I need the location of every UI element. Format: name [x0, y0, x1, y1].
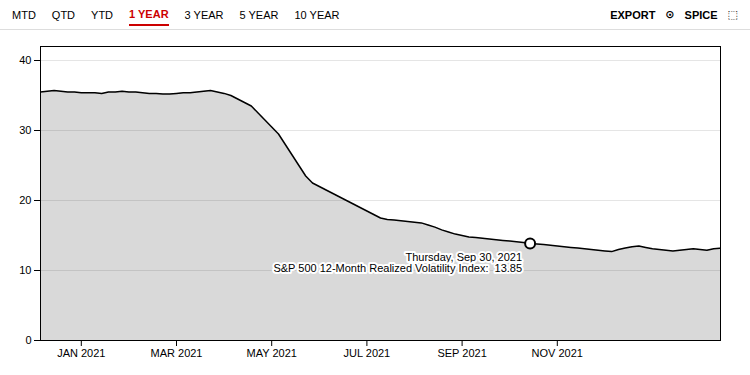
html-text:MTD: MTD — [12, 8, 36, 21]
html-text:YTD: YTD — [91, 8, 114, 21]
svg-text:Thursday, Sep 30, 2021S&P 500: Thursday, Sep 30, 2021S&P 500 12-Month R… — [273, 251, 522, 274]
html-text:EXPORT: EXPORT — [610, 8, 656, 21]
html-text:QTD: QTD — [51, 8, 76, 21]
svg-text:SEP 2021: SEP 2021 — [437, 347, 486, 359]
html-text:1 YEAR: 1 YEAR — [129, 7, 169, 20]
svg-text:40: 40 — [19, 54, 31, 66]
svg-text:20: 20 — [19, 194, 31, 206]
svg-text:10: 10 — [19, 264, 31, 276]
html-text:10 YEAR: 10 YEAR — [294, 8, 340, 21]
svg-text:0: 0 — [25, 334, 31, 346]
html-text:5 YEAR: 5 YEAR — [239, 8, 279, 21]
svg-text:NOV 2021: NOV 2021 — [532, 347, 583, 359]
html-text:3 YEAR: 3 YEAR — [184, 8, 224, 21]
svg-text:MAR 2021: MAR 2021 — [151, 347, 203, 359]
svg-text:30: 30 — [19, 124, 31, 136]
svg-text:MAY 2021: MAY 2021 — [247, 347, 297, 359]
svg-text:JAN 2021: JAN 2021 — [57, 347, 105, 359]
svg-text:JUL 2021: JUL 2021 — [344, 347, 391, 359]
html-text:SPICE: SPICE — [684, 8, 718, 21]
